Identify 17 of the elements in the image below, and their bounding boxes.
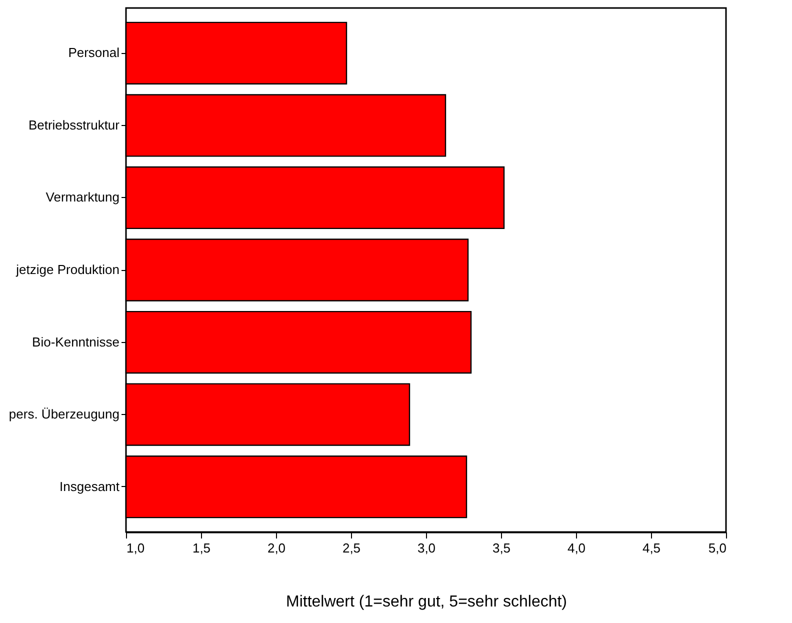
x-tick-label: 4,5 bbox=[642, 540, 661, 556]
x-tick-label: 5,0 bbox=[708, 540, 726, 556]
x-tick-label: 4,0 bbox=[567, 540, 586, 556]
y-tick-label: Betriebsstruktur bbox=[28, 117, 120, 132]
x-tick-label: 1,0 bbox=[126, 540, 145, 556]
y-tick-label: Bio-Kenntnisse bbox=[32, 334, 120, 350]
y-tick-label: pers. Überzeugung bbox=[8, 406, 120, 422]
x-tick-label: 2,5 bbox=[342, 540, 361, 556]
x-tick-label: 3,0 bbox=[417, 540, 436, 556]
y-tick-label: Insgesamt bbox=[60, 478, 120, 494]
x-tick-label: 2,0 bbox=[267, 540, 286, 556]
x-axis-title: Mittelwert (1=sehr gut, 5=sehr schlecht) bbox=[286, 594, 568, 610]
y-tick-label: jetzige Produktion bbox=[15, 262, 120, 277]
y-tick-label: Vermarktung bbox=[46, 190, 120, 205]
x-tick-label: 1,5 bbox=[192, 540, 211, 556]
y-tick-label: Personal bbox=[68, 45, 120, 60]
x-tick-label: 3,5 bbox=[492, 540, 511, 556]
